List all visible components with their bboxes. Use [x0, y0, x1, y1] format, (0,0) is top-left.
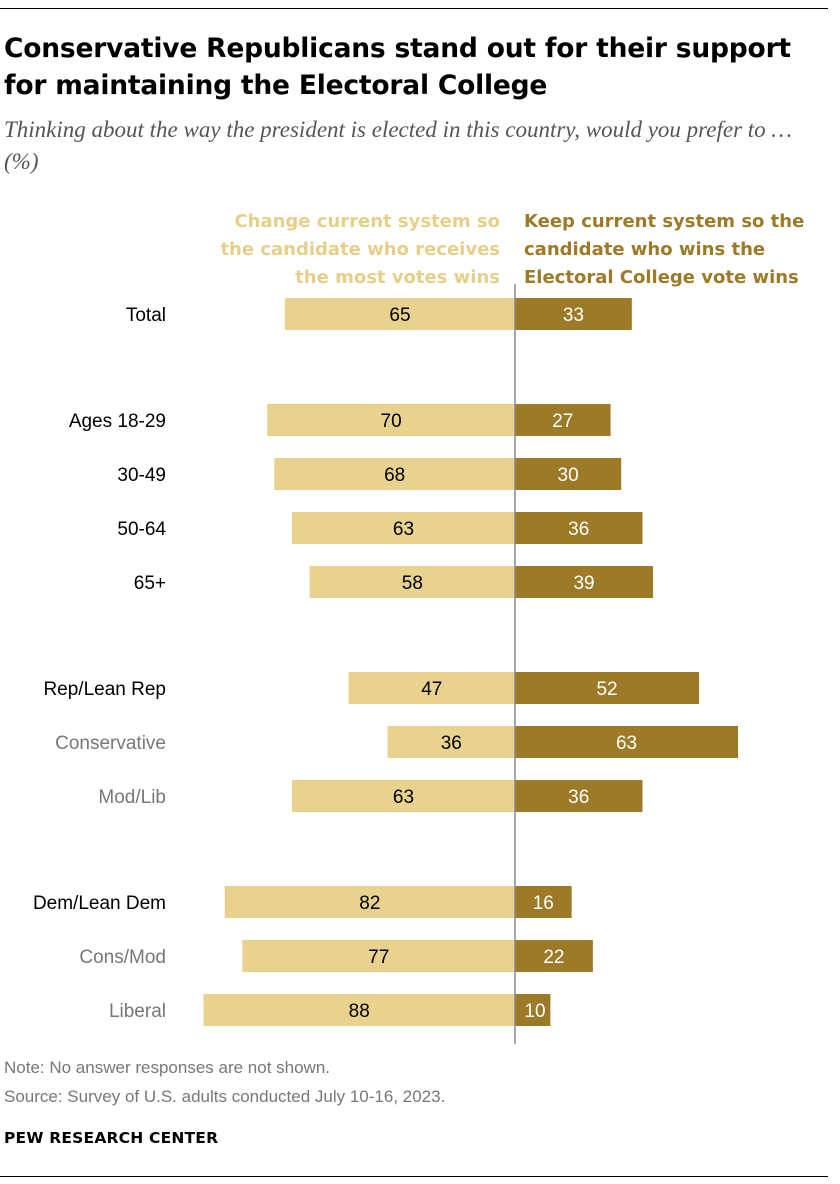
value-label-keep-dem-lean-dem: 16 [533, 893, 554, 914]
chart-subtitle: Thinking about the way the president is … [4, 117, 792, 174]
value-label-change-50-64: 63 [393, 519, 414, 540]
value-label-keep-mod-lib: 36 [568, 787, 589, 808]
value-label-keep-rep-lean-rep: 52 [596, 679, 617, 700]
bar-keep-rep-lean-rep [515, 672, 700, 704]
bar-keep-50-64 [515, 512, 643, 544]
diverging-bar-chart: Total 65 33 Ages 18-29 70 27 30-49 68 30 50-64 63 3… [33, 284, 739, 1044]
bar-change-dem-lean-dem [224, 886, 515, 918]
category-label-rep-lean-rep: Rep/Lean Rep [43, 679, 166, 700]
bar-change-ages-18-29 [267, 404, 515, 436]
bar-change-cons-mod [242, 940, 516, 972]
value-label-keep-50-64: 36 [568, 519, 589, 540]
bar-keep-mod-lib [515, 780, 643, 812]
category-label-conservative: Conservative [55, 733, 166, 754]
category-label-total: Total [126, 305, 166, 326]
bar-keep-ages-18-29 [515, 404, 611, 436]
bar-keep-dem-lean-dem [515, 886, 572, 918]
value-label-keep-cons-mod: 22 [543, 947, 564, 968]
category-label-cons-mod: Cons/Mod [79, 947, 166, 968]
value-label-change-rep-lean-rep: 47 [421, 679, 442, 700]
category-label-30-49: 30-49 [117, 465, 166, 486]
category-label-dem-lean-dem: Dem/Lean Dem [33, 893, 166, 914]
bottom-rule [0, 1176, 828, 1177]
bar-keep-30-49 [515, 458, 622, 490]
value-label-keep-total: 33 [563, 305, 584, 326]
legend-keep: Keep current system so the candidate who… [524, 211, 805, 288]
value-label-keep-65: 39 [573, 573, 594, 594]
value-label-keep-liberal: 10 [524, 1001, 545, 1022]
value-label-change-dem-lean-dem: 82 [359, 893, 380, 914]
bar-change-liberal [203, 994, 516, 1026]
value-label-change-65: 58 [402, 573, 423, 594]
bar-keep-total [515, 298, 632, 330]
value-label-keep-conservative: 63 [616, 733, 637, 754]
bar-change-rep-lean-rep [348, 672, 515, 704]
bar-change-mod-lib [291, 780, 515, 812]
chart-title: Conservative Republicans stand out for t… [4, 33, 791, 101]
value-label-change-cons-mod: 77 [368, 947, 389, 968]
value-label-change-ages-18-29: 70 [381, 411, 402, 432]
bar-change-50-64 [291, 512, 515, 544]
value-label-change-liberal: 88 [349, 1001, 370, 1022]
category-label-ages-18-29: Ages 18-29 [69, 411, 166, 432]
legend-change: Change current system so the candidate w… [220, 211, 500, 288]
bar-change-65 [309, 566, 515, 598]
top-rule [0, 8, 828, 9]
bar-keep-cons-mod [515, 940, 593, 972]
category-label-liberal: Liberal [109, 1001, 166, 1022]
bar-change-conservative [387, 726, 515, 758]
pew-brand: PEW RESEARCH CENTER [4, 1129, 219, 1147]
category-label-50-64: 50-64 [117, 519, 166, 540]
footer-note: Note: No answer responses are not shown. [4, 1058, 331, 1077]
footer-source: Source: Survey of U.S. adults conducted … [4, 1087, 446, 1106]
value-label-change-conservative: 36 [441, 733, 462, 754]
value-label-change-mod-lib: 63 [393, 787, 414, 808]
value-label-keep-ages-18-29: 27 [552, 411, 573, 432]
value-label-change-total: 65 [389, 305, 410, 326]
bar-keep-conservative [515, 726, 739, 758]
value-label-keep-30-49: 30 [558, 465, 579, 486]
bar-change-total [284, 298, 515, 330]
bar-keep-65 [515, 566, 654, 598]
category-label-65: 65+ [134, 573, 166, 594]
bar-change-30-49 [274, 458, 515, 490]
value-label-change-30-49: 68 [384, 465, 405, 486]
category-label-mod-lib: Mod/Lib [98, 787, 166, 808]
bar-keep-liberal [515, 994, 551, 1026]
